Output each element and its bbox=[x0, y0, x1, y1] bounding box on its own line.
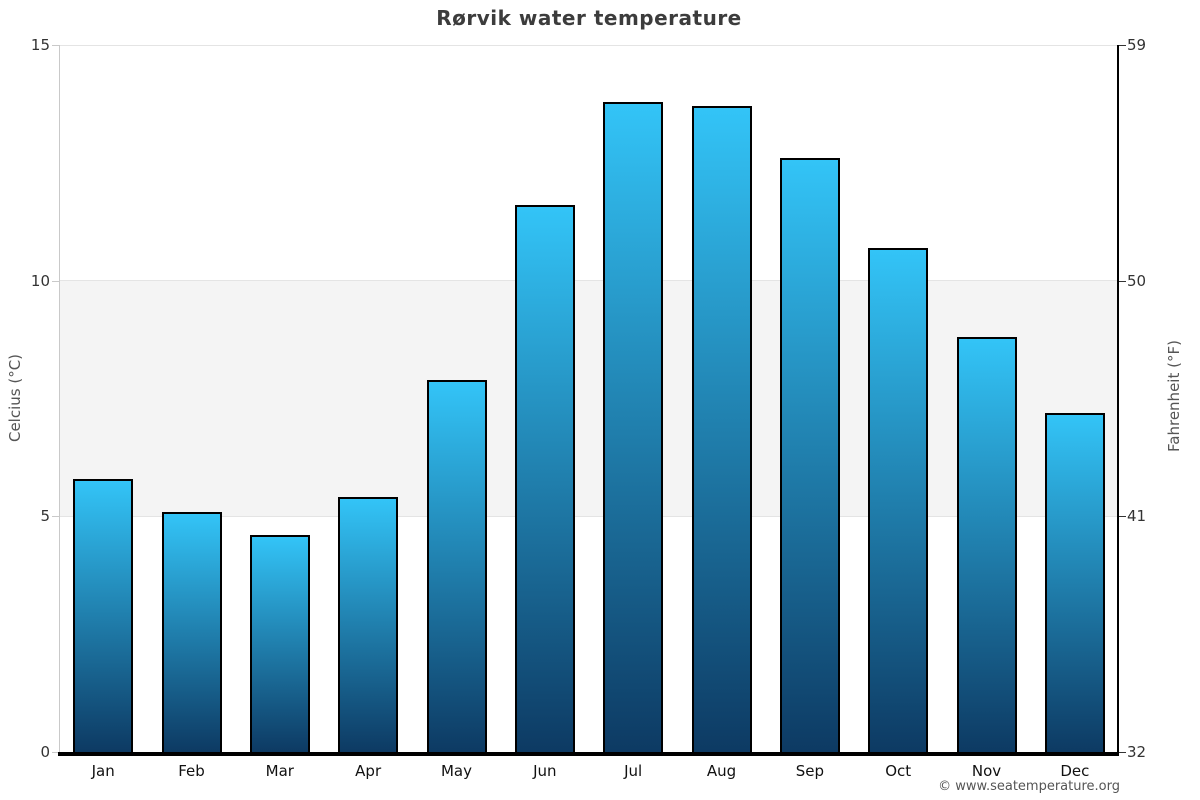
y-axis-tick-left bbox=[52, 752, 59, 753]
y-axis-tick-label-left: 15 bbox=[30, 36, 50, 54]
x-axis-tick-label: Oct bbox=[885, 762, 912, 780]
left-axis-title: Celcius (°C) bbox=[6, 353, 24, 443]
x-axis-tick-label: Nov bbox=[971, 762, 1002, 780]
y-axis-tick-left bbox=[52, 45, 59, 46]
gridline bbox=[59, 45, 1119, 46]
bar-oct bbox=[868, 247, 929, 752]
y-axis-left-spine bbox=[59, 45, 60, 752]
bar-nov bbox=[956, 337, 1017, 752]
y-axis-tick-right bbox=[1119, 45, 1126, 46]
bar-apr bbox=[338, 497, 399, 752]
x-axis-tick-label: Sep bbox=[795, 762, 824, 780]
y-axis-tick-right bbox=[1119, 752, 1126, 753]
x-axis-tick-label: Jun bbox=[533, 762, 557, 780]
right-axis-title: Fahrenheit (°F) bbox=[1165, 340, 1183, 452]
bar-may bbox=[426, 379, 487, 752]
x-axis-tick-label: May bbox=[440, 762, 472, 780]
attribution: © www.seatemperature.org bbox=[938, 779, 1120, 794]
x-axis-tick-label: Aug bbox=[706, 762, 737, 780]
gridline bbox=[59, 280, 1119, 282]
bar-feb bbox=[161, 511, 222, 752]
y-axis-tick-label-left: 10 bbox=[30, 271, 50, 290]
plot-area bbox=[59, 45, 1119, 752]
x-axis-tick-label: Dec bbox=[1060, 762, 1090, 780]
x-axis-tick-label: Apr bbox=[355, 762, 382, 780]
y-axis-tick-left bbox=[52, 516, 59, 518]
bar-mar bbox=[249, 535, 310, 752]
bar-jul bbox=[603, 101, 664, 752]
plot-band bbox=[59, 280, 1119, 517]
x-axis-line bbox=[58, 752, 1119, 756]
bar-sep bbox=[779, 158, 840, 752]
y-axis-right-spine bbox=[1117, 45, 1119, 752]
y-axis-tick-left bbox=[52, 280, 59, 282]
y-axis-tick-right bbox=[1119, 280, 1126, 282]
gridline bbox=[59, 515, 1119, 517]
y-axis-tick-label-right: 41 bbox=[1127, 507, 1147, 526]
chart-title: Rørvik water temperature bbox=[436, 6, 742, 30]
y-axis-tick-label-right: 59 bbox=[1127, 36, 1147, 54]
x-axis-tick-label: Mar bbox=[265, 762, 294, 780]
bar-jan bbox=[73, 478, 134, 752]
y-axis-tick-right bbox=[1119, 516, 1126, 518]
y-axis-tick-label-right: 50 bbox=[1127, 271, 1147, 290]
x-axis-tick-label: Jul bbox=[624, 762, 643, 780]
y-axis-tick-label-left: 0 bbox=[40, 743, 50, 761]
y-axis-tick-label-left: 5 bbox=[40, 507, 50, 526]
bar-jun bbox=[514, 205, 575, 752]
bar-aug bbox=[691, 106, 752, 752]
x-axis-tick-label: Feb bbox=[178, 762, 205, 780]
x-axis-tick-label: Jan bbox=[91, 762, 115, 780]
y-axis-tick-label-right: 32 bbox=[1127, 743, 1147, 761]
bar-dec bbox=[1044, 412, 1105, 752]
